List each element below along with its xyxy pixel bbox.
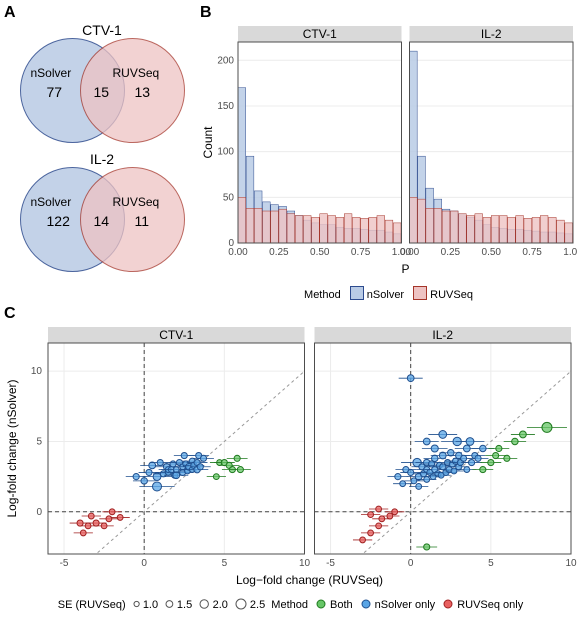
venn-title-bottom: IL-2 bbox=[4, 151, 200, 167]
svg-text:150: 150 bbox=[217, 101, 234, 112]
svg-text:5: 5 bbox=[36, 436, 42, 447]
hist-legend-title: Method bbox=[304, 289, 341, 301]
swatch-ruvseq bbox=[413, 286, 427, 300]
svg-text:-5: -5 bbox=[326, 558, 335, 569]
svg-text:0: 0 bbox=[408, 558, 414, 569]
svg-text:0: 0 bbox=[141, 558, 147, 569]
svg-text:-5: -5 bbox=[60, 558, 69, 569]
svg-text:CTV-1: CTV-1 bbox=[159, 328, 193, 342]
svg-text:10: 10 bbox=[31, 366, 43, 377]
svg-text:0.00: 0.00 bbox=[400, 247, 420, 258]
svg-text:200: 200 bbox=[217, 55, 234, 66]
svg-text:100: 100 bbox=[217, 147, 234, 158]
svg-text:10: 10 bbox=[565, 558, 577, 569]
svg-text:1.00: 1.00 bbox=[563, 247, 577, 258]
venn-il2: IL-2 nSolverRUVSeq1221411 bbox=[4, 151, 200, 272]
svg-text:0.25: 0.25 bbox=[441, 247, 461, 258]
histogram-panel: Count050100150200PCTV-10.000.250.500.751… bbox=[200, 22, 577, 277]
legend-ruvseq: RUVSeq bbox=[430, 289, 473, 301]
legend-nsolver: nSolver bbox=[367, 289, 404, 301]
svg-text:0.50: 0.50 bbox=[310, 247, 330, 258]
svg-text:IL-2: IL-2 bbox=[432, 328, 453, 342]
svg-text:0.50: 0.50 bbox=[482, 247, 502, 258]
svg-text:10: 10 bbox=[299, 558, 311, 569]
panel-label-a: A bbox=[4, 4, 16, 21]
panel-label-c: C bbox=[4, 305, 16, 322]
hist-legend: Method nSolver RUVSeq bbox=[200, 286, 577, 301]
svg-text:0.25: 0.25 bbox=[269, 247, 289, 258]
svg-text:0.00: 0.00 bbox=[228, 247, 248, 258]
svg-text:0: 0 bbox=[36, 507, 42, 518]
svg-text:Log−fold change (RUVSeq): Log−fold change (RUVSeq) bbox=[236, 573, 383, 587]
svg-text:IL-2: IL-2 bbox=[481, 27, 502, 41]
svg-text:5: 5 bbox=[222, 558, 228, 569]
svg-text:Count: Count bbox=[201, 126, 215, 159]
panel-label-b: B bbox=[200, 4, 212, 21]
svg-text:5: 5 bbox=[488, 558, 494, 569]
svg-text:CTV-1: CTV-1 bbox=[303, 27, 337, 41]
swatch-nsolver bbox=[350, 286, 364, 300]
scatter-legend: SE (RUVSeq)1.01.52.02.5 MethodBothnSolve… bbox=[4, 597, 577, 611]
scatter-panel: Log-fold change (nSolver) Log−fold change… bbox=[4, 323, 577, 588]
svg-text:0.75: 0.75 bbox=[351, 247, 371, 258]
venn-title-top: CTV-1 bbox=[4, 22, 200, 38]
svg-text:50: 50 bbox=[223, 192, 235, 203]
venn-ctv1: CTV-1 nSolverRUVSeq771513 bbox=[4, 22, 200, 143]
svg-text:P: P bbox=[401, 262, 409, 276]
svg-text:Log-fold change (nSolver): Log-fold change (nSolver) bbox=[5, 379, 19, 517]
svg-text:0.75: 0.75 bbox=[522, 247, 542, 258]
